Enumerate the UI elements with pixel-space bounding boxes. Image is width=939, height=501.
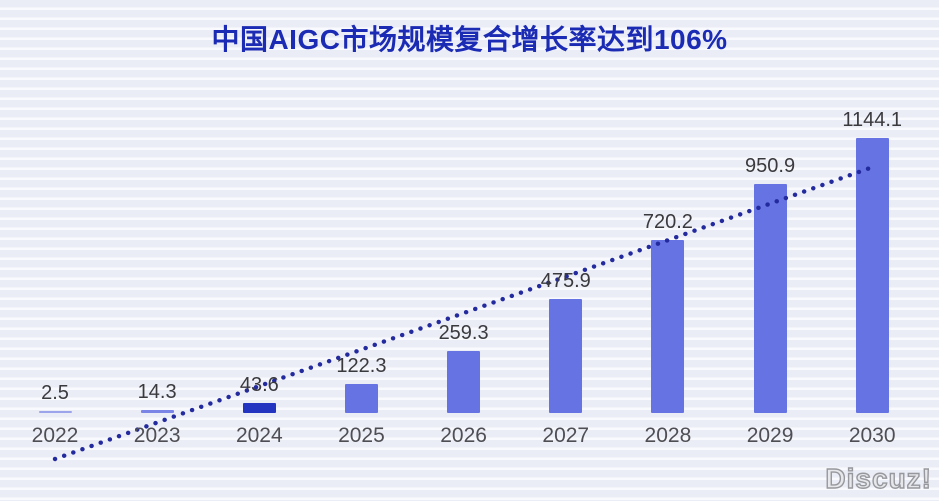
x-axis-label: 2024 xyxy=(235,424,283,447)
bar-value-label: 475.9 xyxy=(540,269,591,292)
bar-2029 xyxy=(753,184,787,413)
bar-value-label: 1144.1 xyxy=(842,108,903,131)
watermark: Discuz! xyxy=(825,462,932,494)
x-axis-label: 2028 xyxy=(644,424,692,447)
x-axis-label: 2023 xyxy=(133,424,181,447)
x-axis-label: 2029 xyxy=(746,424,794,447)
bar-2023 xyxy=(140,409,174,413)
bar-value-label: 2.5 xyxy=(41,382,69,404)
bar-2028 xyxy=(651,239,685,413)
x-axis-label: 2022 xyxy=(31,424,79,447)
bar-2027 xyxy=(549,298,583,413)
bar-2025 xyxy=(344,383,378,413)
bar-2022 xyxy=(38,411,72,413)
bar-2030 xyxy=(855,137,889,413)
bar-value-label: 43.6 xyxy=(239,373,279,396)
bar-2024 xyxy=(242,402,276,413)
bar-value-label: 259.3 xyxy=(438,321,489,344)
bar-value-label: 950.9 xyxy=(745,155,796,178)
x-axis-label: 2030 xyxy=(848,424,896,447)
x-axis-label: 2026 xyxy=(440,424,487,447)
x-axis-label: 2027 xyxy=(542,424,590,447)
bar-value-label: 122.3 xyxy=(336,354,387,377)
x-axis-label: 2025 xyxy=(338,424,385,447)
bar-value-label: 14.3 xyxy=(137,380,177,403)
chart-title: 中国AIGC市场规模复合增长率达到106% xyxy=(211,24,728,55)
bar-value-label: 720.2 xyxy=(642,210,693,233)
bar-2026 xyxy=(447,350,481,413)
